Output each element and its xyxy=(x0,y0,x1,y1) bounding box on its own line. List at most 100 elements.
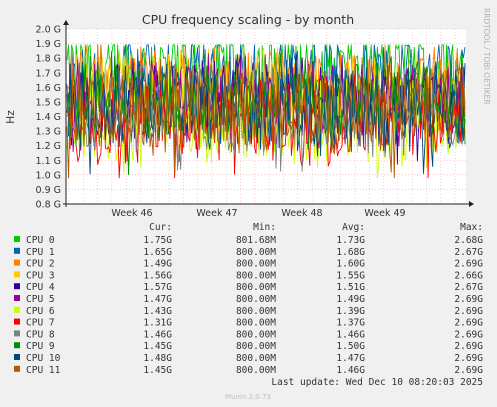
legend-avg-cpu-5: 1.49G xyxy=(336,294,365,305)
y-tick-labels: 0.8 G 0.9 G 1.0 G 1.1 G 1.2 G 1.3 G 1.4 G 1.5 G… xyxy=(36,25,62,211)
legend-header-cur: Cur: xyxy=(149,222,172,233)
y-tick-label: 1.9 G xyxy=(36,39,62,50)
y-tick-label: 1.5 G xyxy=(36,97,62,108)
legend-min-cpu-2: 800.00M xyxy=(236,259,276,270)
legend-max-cpu-1: 2.67G xyxy=(454,247,483,258)
legend-swatch-cpu-1 xyxy=(14,247,20,254)
legend-cur-cpu-7: 1.31G xyxy=(143,318,172,329)
legend-cur-cpu-5: 1.47G xyxy=(143,294,172,305)
legend-avg-cpu-0: 1.73G xyxy=(336,235,365,246)
legend-name-cpu-11: CPU 11 xyxy=(26,365,61,376)
legend-swatch-cpu-7 xyxy=(14,318,20,325)
legend-name-cpu-2: CPU 2 xyxy=(26,259,55,270)
legend-name-cpu-9: CPU 9 xyxy=(26,341,55,352)
legend-max-cpu-8: 2.69G xyxy=(454,329,483,340)
legend-cur-cpu-9: 1.45G xyxy=(143,341,172,352)
legend-cur-cpu-6: 1.43G xyxy=(143,306,172,317)
side-label: RRDTOOL / TOBI OETIKER xyxy=(482,8,491,105)
legend-max-cpu-0: 2.68G xyxy=(454,235,483,246)
y-tick-label: 1.6 G xyxy=(36,83,62,94)
legend-name-cpu-0: CPU 0 xyxy=(26,235,55,246)
legend-avg-cpu-11: 1.46G xyxy=(336,365,365,376)
legend-avg-cpu-6: 1.39G xyxy=(336,306,365,317)
footer-version: Munin 2.0.73 xyxy=(225,393,271,401)
legend-cur-cpu-2: 1.49G xyxy=(143,259,172,270)
y-tick-label: 0.8 G xyxy=(36,200,62,211)
legend-max-cpu-9: 2.69G xyxy=(454,341,483,352)
series-lines xyxy=(66,44,466,179)
x-tick-label: Week 47 xyxy=(196,208,237,219)
x-tick-label: Week 46 xyxy=(111,208,152,219)
x-tick-labels: Week 46 Week 47 Week 48 Week 49 xyxy=(111,208,405,219)
legend-min-cpu-3: 800.00M xyxy=(236,270,276,281)
legend-cur-cpu-3: 1.56G xyxy=(143,270,172,281)
legend-swatch-cpu-4 xyxy=(14,283,20,290)
legend-max-cpu-7: 2.69G xyxy=(454,318,483,329)
legend-max-cpu-3: 2.66G xyxy=(454,270,483,281)
legend-cur-cpu-8: 1.46G xyxy=(143,329,172,340)
chart-title: CPU frequency scaling - by month xyxy=(142,12,354,27)
y-tick-label: 1.1 G xyxy=(36,156,62,167)
legend-avg-cpu-9: 1.50G xyxy=(336,341,365,352)
legend-header-min: Min: xyxy=(253,222,276,233)
series-line-cpu-9 xyxy=(66,53,466,176)
legend-max-cpu-5: 2.69G xyxy=(454,294,483,305)
legend-swatch-cpu-8 xyxy=(14,330,20,337)
y-tick-label: 1.0 G xyxy=(36,170,62,181)
legend-swatch-cpu-5 xyxy=(14,295,20,301)
series-line-cpu-11 xyxy=(66,58,466,179)
legend-cur-cpu-10: 1.48G xyxy=(143,353,172,364)
legend-header-max: Max: xyxy=(460,222,483,233)
legend-swatch-cpu-6 xyxy=(14,306,20,313)
legend-swatch-cpu-0 xyxy=(14,236,20,242)
legend-avg-cpu-4: 1.51G xyxy=(336,282,365,293)
legend-min-cpu-1: 800.00M xyxy=(236,247,276,258)
legend: Cur: Min: Avg: Max: CPU 0 1.75G 801.68M 1.7… xyxy=(14,222,483,376)
legend-cur-cpu-11: 1.45G xyxy=(143,365,172,376)
legend-name-cpu-5: CPU 5 xyxy=(26,294,55,305)
y-tick-label: 2.0 G xyxy=(36,25,62,36)
y-tick-label: 0.9 G xyxy=(36,185,62,196)
y-tick-label: 1.7 G xyxy=(36,68,62,79)
legend-min-cpu-8: 800.00M xyxy=(236,329,276,340)
legend-avg-cpu-10: 1.47G xyxy=(336,353,365,364)
legend-avg-cpu-1: 1.68G xyxy=(336,247,365,258)
x-tick-label: Week 48 xyxy=(281,208,322,219)
y-axis-arrow xyxy=(63,20,69,25)
legend-swatch-cpu-3 xyxy=(14,271,20,278)
legend-cur-cpu-0: 1.75G xyxy=(143,235,172,246)
legend-min-cpu-10: 800.00M xyxy=(236,353,276,364)
legend-swatch-cpu-2 xyxy=(14,259,20,266)
legend-avg-cpu-2: 1.60G xyxy=(336,259,365,270)
legend-max-cpu-10: 2.69G xyxy=(454,353,483,364)
legend-min-cpu-0: 801.68M xyxy=(236,235,276,246)
legend-avg-cpu-7: 1.37G xyxy=(336,318,365,329)
legend-cur-cpu-4: 1.57G xyxy=(143,282,172,293)
legend-min-cpu-4: 800.00M xyxy=(236,282,276,293)
legend-min-cpu-9: 800.00M xyxy=(236,341,276,352)
legend-avg-cpu-8: 1.46G xyxy=(336,329,365,340)
legend-max-cpu-2: 2.69G xyxy=(454,259,483,270)
legend-swatch-cpu-11 xyxy=(14,365,20,372)
legend-name-cpu-4: CPU 4 xyxy=(26,282,55,293)
y-tick-label: 1.4 G xyxy=(36,112,62,123)
x-axis-arrow xyxy=(469,201,474,207)
legend-cur-cpu-1: 1.65G xyxy=(143,247,172,258)
legend-name-cpu-3: CPU 3 xyxy=(26,270,55,281)
last-update: Last update: Wed Dec 10 08:20:03 2025 xyxy=(271,377,483,388)
legend-name-cpu-10: CPU 10 xyxy=(26,353,61,364)
y-tick-label: 1.2 G xyxy=(36,141,62,152)
legend-swatch-cpu-9 xyxy=(14,342,20,349)
legend-avg-cpu-3: 1.55G xyxy=(336,270,365,281)
legend-swatch-cpu-10 xyxy=(14,354,20,360)
legend-name-cpu-1: CPU 1 xyxy=(26,247,55,258)
y-tick-label: 1.8 G xyxy=(36,54,62,65)
y-axis-label: Hz xyxy=(5,110,17,124)
legend-max-cpu-4: 2.67G xyxy=(454,282,483,293)
legend-min-cpu-11: 800.00M xyxy=(236,365,276,376)
legend-min-cpu-7: 800.00M xyxy=(236,318,276,329)
series-line-cpu-10 xyxy=(66,57,466,175)
legend-header-avg: Avg: xyxy=(342,222,365,233)
legend-min-cpu-5: 800.00M xyxy=(236,294,276,305)
